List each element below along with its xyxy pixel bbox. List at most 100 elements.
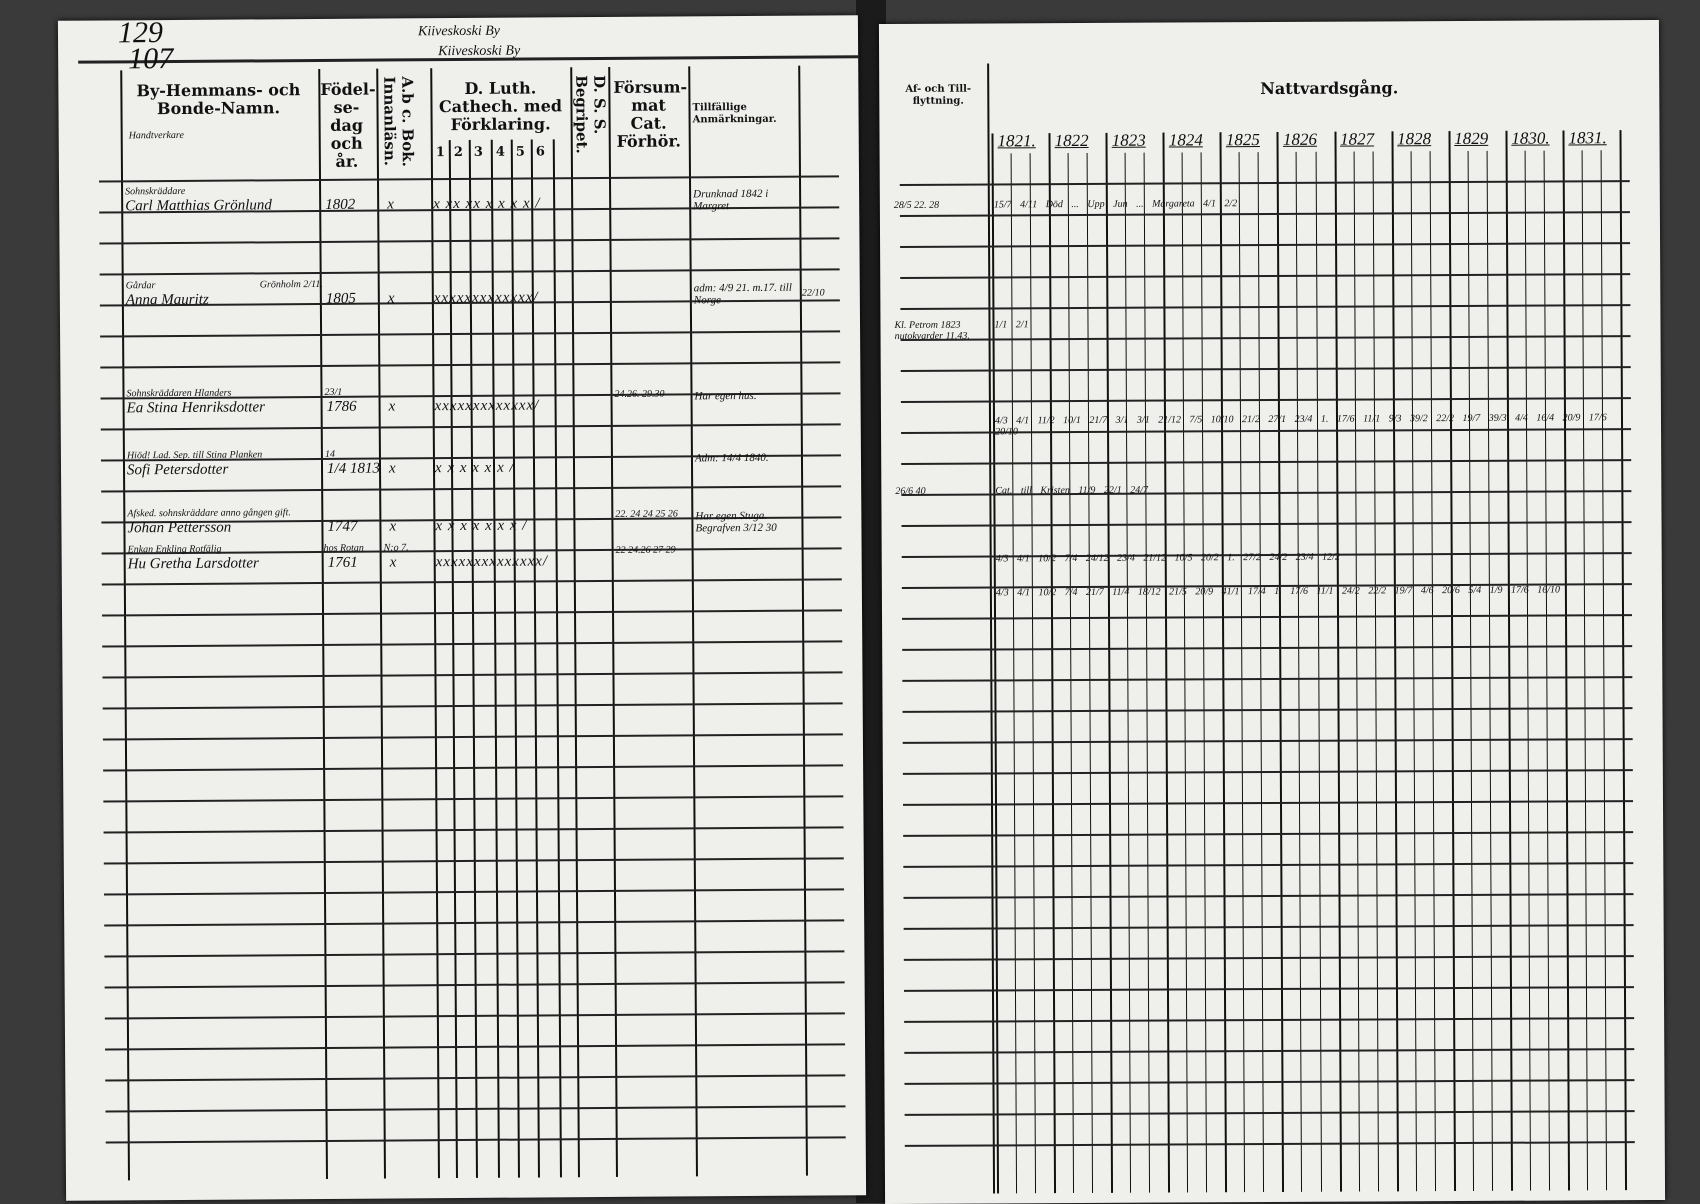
entry-moves: 28/5 22. 28 (893, 199, 940, 211)
row-rule (902, 738, 1633, 744)
row-rule (904, 1141, 1635, 1147)
catechism-col-number: 1 (435, 145, 445, 161)
column-rule (318, 68, 328, 1179)
entry-communion: 4/3 4/1 11/2 10/1 21/7 3/1 3/1 21/12 7/5… (994, 412, 1607, 438)
sub-rule (1029, 153, 1037, 1194)
row-rule (901, 521, 1632, 527)
year-rule (1562, 130, 1570, 1191)
row-rule (904, 1048, 1635, 1054)
village-heading-2: Kiiveskoski By (438, 43, 521, 60)
row-rule (899, 180, 1630, 186)
sub-rule (1581, 150, 1588, 1191)
entry-title: Sohnskräddare (125, 185, 186, 198)
header-name: By-Hemmans- och Bonde-Namn. (136, 80, 301, 119)
entry-moves: Kl. Petrom 1823 nutokvarder 11.43. (894, 319, 970, 342)
entry-birth: 1747 (327, 518, 358, 535)
entry-name: Ea Stina Henriksdotter (126, 399, 265, 417)
entry-communion: 15/7 4/11 Död ... Upp Jun ... Margareta … (993, 198, 1238, 211)
entry-abc: x (389, 518, 397, 535)
row-rule (903, 893, 1634, 899)
sub-rule (1486, 150, 1493, 1191)
row-rule (902, 614, 1633, 620)
entry-remarks: Har egen Stuga. Begrafven 3/12 30 (695, 509, 777, 535)
row-rule (899, 211, 1630, 217)
column-rule (376, 68, 386, 1179)
entry-catechism-marks: xxxxxxxxxxxxx/ (433, 289, 539, 307)
header-catechism: D. Luth. Cathech. med Förklaring. (433, 78, 568, 135)
row-rule (903, 955, 1634, 961)
sub-rule (1543, 150, 1550, 1191)
entry-name: Hu Gretha Larsdotter (127, 555, 259, 573)
year-header: 1827 (1340, 129, 1375, 149)
year-rule (1105, 132, 1114, 1193)
entry-remarks-right: 22/10 (801, 287, 825, 299)
entry-birth-note: hos Rotan (323, 542, 364, 554)
entry-catechism-marks: x x x x x x / (434, 459, 515, 477)
village-heading: Kiiveskoski By (417, 23, 501, 40)
entry-missed: 22 24.26 27 29 (615, 544, 676, 556)
sub-rule (1524, 150, 1531, 1191)
entry-name: Anna Mauritz (125, 291, 209, 309)
row-rule (902, 707, 1633, 713)
year-rule (1048, 133, 1057, 1194)
sub-rule (1296, 151, 1303, 1192)
entry-birth: 1761 (327, 554, 358, 571)
year-header: 1829 (1454, 128, 1489, 149)
catechism-col-number: 6 (535, 144, 545, 160)
entry-abc: x (387, 290, 395, 307)
row-rule (904, 1079, 1635, 1085)
entry-remarks: Adm: 14/4 1840. (694, 451, 769, 465)
year-header: 1823 (1111, 130, 1146, 150)
year-rule (1162, 132, 1171, 1193)
row-rule (900, 366, 1631, 372)
row-rule (904, 1017, 1635, 1023)
row-rule (903, 986, 1634, 992)
entry-abc: x (389, 554, 397, 571)
year-header: 1826 (1282, 129, 1318, 149)
entry-birth: 1/4 1813 (326, 460, 381, 477)
entry-title: Enkan Enkling Rotfälig (127, 543, 222, 556)
entry-abc: x (388, 460, 396, 477)
sub-rule (1067, 153, 1075, 1194)
year-header: 1822 (1054, 130, 1089, 151)
entry-abc: x (388, 398, 396, 415)
year-header: 1825 (1225, 130, 1260, 150)
entry-moves: 26/6 40 (895, 485, 926, 497)
sub-rule (1372, 151, 1379, 1192)
entry-name: Sofi Petersdotter (126, 461, 229, 479)
sub-rule (1181, 152, 1189, 1193)
sub-rule (1124, 152, 1132, 1193)
sub-rule (1238, 152, 1246, 1193)
sub-rule (1200, 152, 1208, 1193)
entry-catechism-marks: x xx xx x x x x / (433, 195, 541, 213)
year-header: 1830. (1511, 128, 1550, 148)
header-communion: Nattvardsgång. (1260, 78, 1399, 99)
sub-rule (1410, 151, 1417, 1192)
entry-name: Johan Pettersson (127, 519, 232, 537)
catechism-col-number: 3 (473, 144, 483, 160)
column-rule (120, 70, 130, 1181)
entry-missed: 24.26. 29.30 (614, 388, 665, 400)
left-page: 129 107 Kiiveskoski By Kiiveskoski By By… (57, 15, 867, 1201)
entry-catechism-marks: xxxxxxxxxxxxx/ (434, 397, 540, 415)
header-dss: D. S. S. Begripet. (572, 74, 609, 154)
entry-remarks: Drunknad 1842 i Margret (693, 187, 769, 213)
entry-abc-note: N:o 7. (383, 542, 409, 554)
entry-name: Carl Matthias Grönlund (125, 197, 272, 215)
sub-rule (1600, 150, 1608, 1191)
row-rule (900, 335, 1631, 341)
catechism-col-number: 4 (495, 144, 505, 160)
sub-rule (1086, 152, 1094, 1193)
entry-catechism-marks: xxxxxxxxxxxxxx/ (435, 553, 549, 571)
sub-rule (1467, 150, 1474, 1191)
header-birth: Födel-se-dag och år. (320, 79, 376, 171)
row-rule (902, 676, 1633, 682)
sub-rule (1315, 151, 1322, 1192)
page-number-new: 107 (128, 42, 174, 76)
catechism-col-number: 2 (453, 144, 463, 161)
row-rule (902, 769, 1633, 775)
entry-title: Hiöd! Lad. Sep. till Stina Planken (126, 449, 263, 462)
entry-communion: 4/3 4/1 10/2 7/4 21/7 11/4 18/12 21/5 20… (995, 584, 1561, 599)
year-rule (1334, 131, 1342, 1192)
right-page: Af- och Till-flyttning. Nattvardsgång. 1… (878, 19, 1666, 1204)
